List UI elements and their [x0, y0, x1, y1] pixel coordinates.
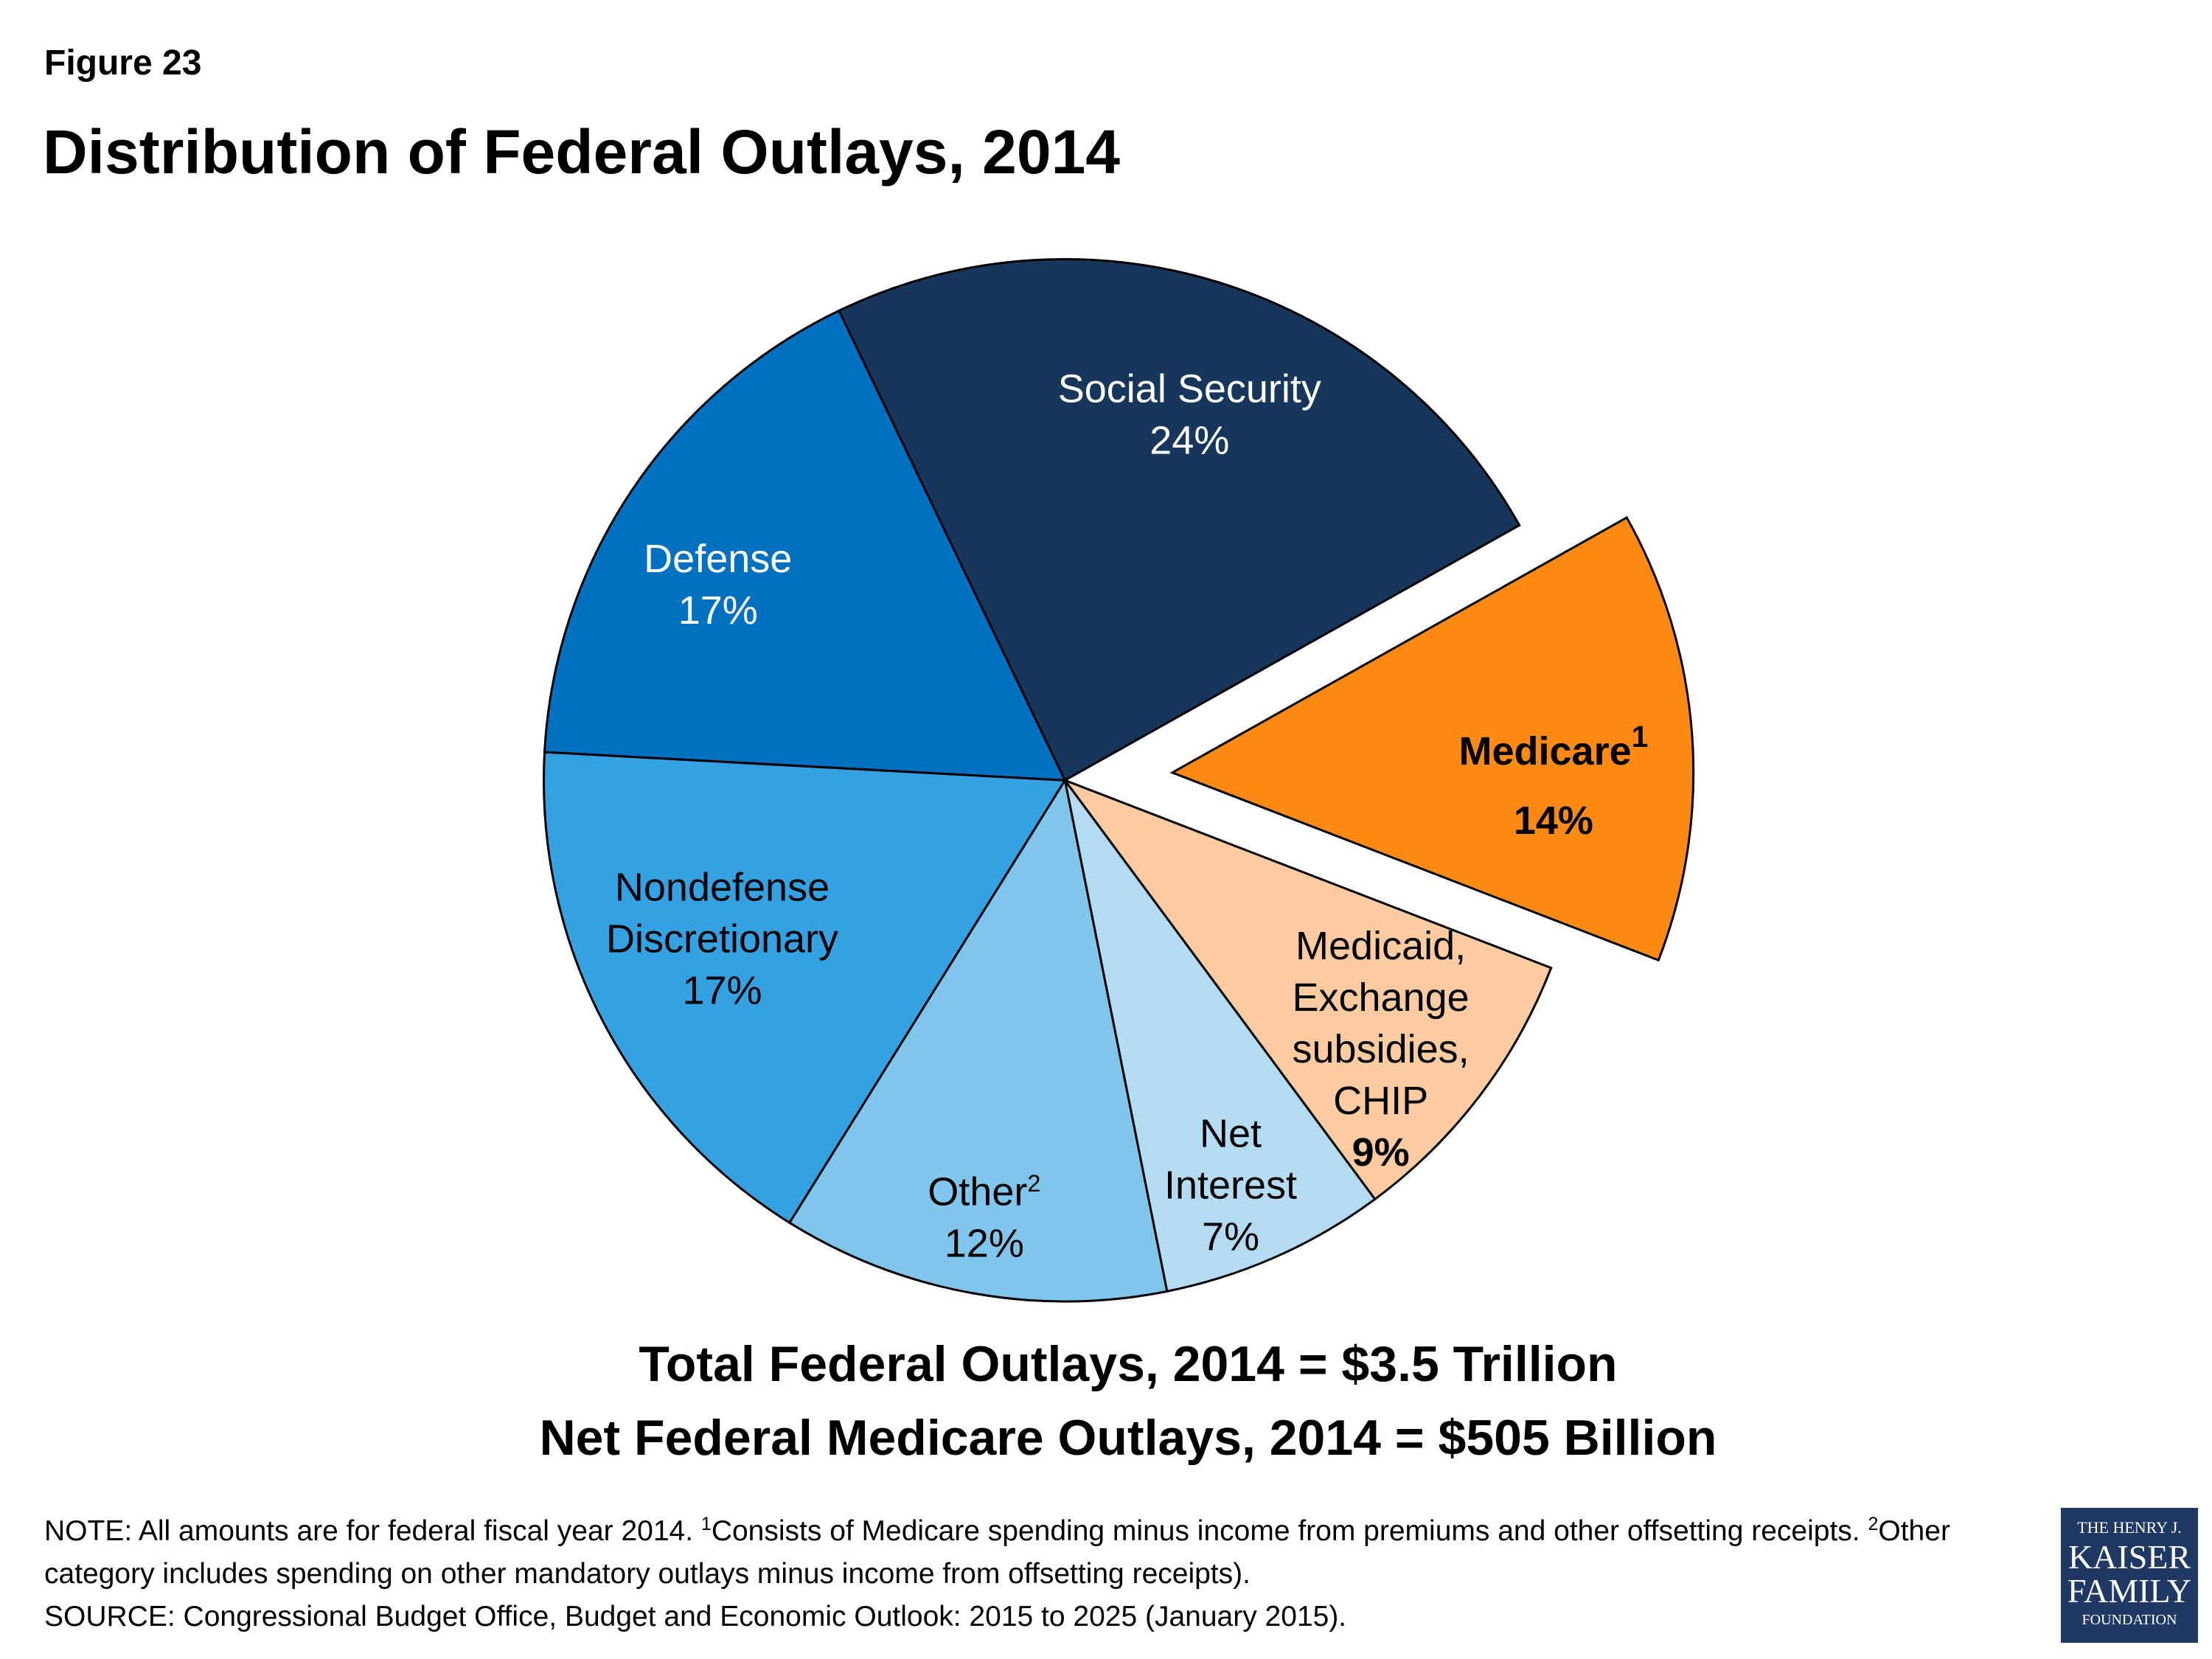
slice-label: Defense 17%: [644, 537, 792, 633]
total-line: Total Federal Outlays, 2014 = $3.5 Trill…: [639, 1336, 1618, 1392]
logo-line: KAISER: [2067, 1538, 2191, 1576]
logo-line: THE HENRY J.: [2077, 1518, 2182, 1537]
slice-label: Medicaid, Exchange subsidies, CHIP 9%: [1293, 924, 1470, 1175]
note-sup: 2: [1868, 1514, 1879, 1534]
slice-label: Net Interest 7%: [1164, 1112, 1297, 1259]
title: Distribution of Federal Outlays, 2014: [43, 117, 1121, 187]
category-line: Net: [1200, 1112, 1262, 1156]
pie-slice: [837, 258, 1521, 782]
total-line: Net Federal Medicare Outlays, 2014 = $50…: [539, 1410, 1717, 1466]
slice-label: Nondefense Discretionary 17%: [606, 865, 838, 1012]
value-label: 12%: [945, 1222, 1024, 1266]
pie-slice: [543, 751, 1067, 1225]
slice-label: Medicare1 14%: [1459, 720, 1649, 843]
category-label: Nondefense Discretionary: [606, 865, 838, 961]
source: SOURCE: Congressional Budget Office, Bud…: [44, 1601, 1347, 1632]
category-line: Medicaid,: [1295, 924, 1466, 968]
value-label: 17%: [678, 588, 758, 633]
totals: Total Federal Outlays, 2014 = $3.5 Trill…: [0, 1327, 2212, 1475]
category-label: Other: [928, 1170, 1027, 1214]
logo-line: FOUNDATION: [2081, 1612, 2177, 1628]
note-text: NOTE: All amounts are for federal fiscal…: [44, 1515, 701, 1547]
category-line: CHIP: [1333, 1079, 1428, 1123]
note-sup: 1: [700, 1514, 712, 1534]
category-label: Medicaid, Exchange subsidies, CHIP: [1293, 924, 1470, 1123]
value-label: 9%: [1352, 1130, 1410, 1175]
figure-number: Figure 23: [44, 44, 202, 83]
value-label: 14%: [1514, 799, 1593, 843]
category-line: Nondefense: [615, 865, 830, 909]
category-label: Defense: [644, 537, 792, 581]
pie-slice: [787, 777, 1169, 1303]
category-line: Discretionary: [606, 917, 838, 961]
slice-label: Other2 12%: [928, 1170, 1040, 1266]
category-label: Medicare: [1459, 729, 1632, 773]
category-label: Social Security: [1058, 367, 1321, 411]
footnote-mark: 1: [1632, 720, 1649, 754]
category-line: Interest: [1164, 1164, 1297, 1208]
value-label: 17%: [682, 968, 762, 1012]
note-text: Consists of Medicare spending minus inco…: [711, 1515, 1868, 1547]
logo: THE HENRY J. KAISER FAMILY FOUNDATION: [2061, 1508, 2198, 1643]
footnote-mark: 2: [1027, 1170, 1040, 1197]
logo-line: FAMILY: [2067, 1572, 2192, 1610]
pie-slice: [1062, 778, 1553, 1201]
value-label: 24%: [1150, 419, 1229, 463]
category-label: Net Interest: [1164, 1112, 1297, 1208]
pie-slice: [1169, 515, 1695, 962]
category-line: subsidies,: [1293, 1027, 1470, 1071]
value-label: 7%: [1202, 1215, 1259, 1259]
category-line: Exchange: [1293, 975, 1470, 1020]
pie-slice: [543, 309, 1067, 782]
slice-label: Social Security 24%: [1058, 367, 1321, 463]
notes: NOTE: All amounts are for federal fiscal…: [44, 1503, 1991, 1638]
note-text: Other category includes spending on othe…: [44, 1515, 1950, 1590]
